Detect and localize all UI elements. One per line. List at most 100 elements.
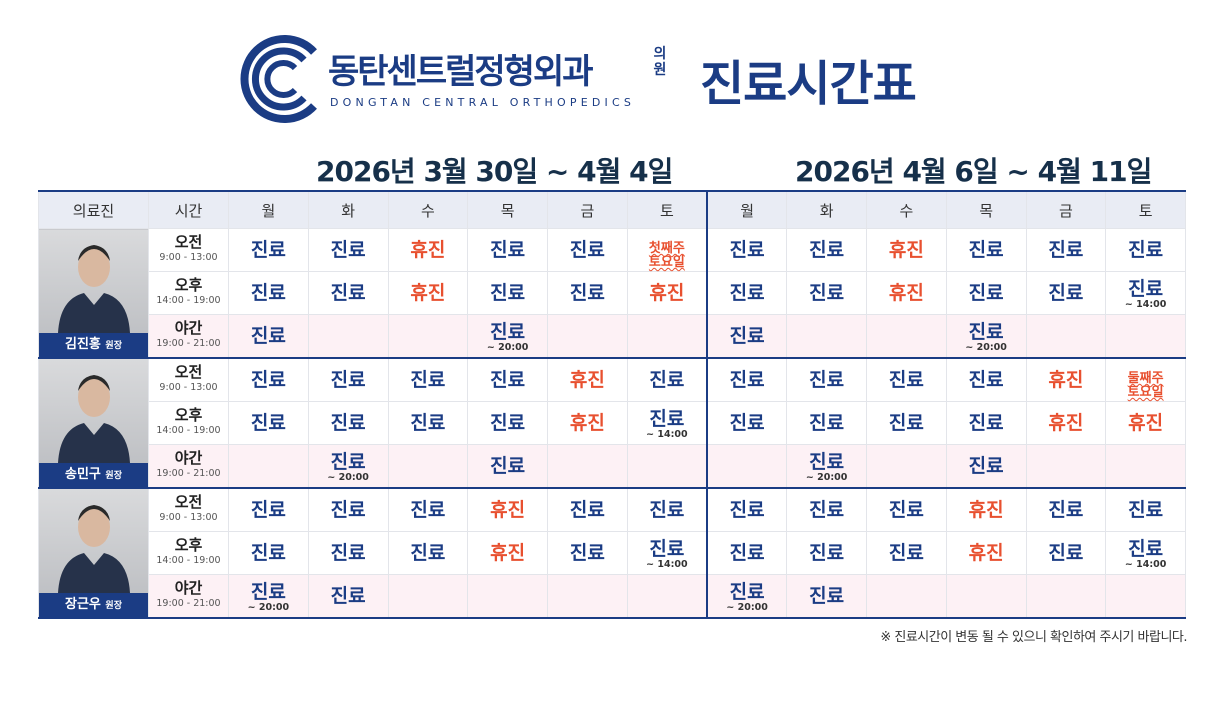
schedule-cell: 진료 bbox=[866, 357, 947, 402]
slot-label: 야간 bbox=[174, 319, 203, 337]
schedule-cell: 진료 bbox=[228, 357, 309, 402]
schedule-cell: 휴진 bbox=[1025, 401, 1107, 445]
status-text: 진료 bbox=[250, 499, 286, 521]
schedule-cell: 휴진 bbox=[547, 401, 628, 445]
logo bbox=[240, 35, 317, 123]
status-text: 진료 bbox=[729, 369, 765, 391]
slot-row: 장근우 원장 오전 9:00 - 13:00 진료 진료 진료 휴진 진료 진료 진료 진료 진료 휴진… bbox=[38, 487, 1186, 619]
day-header: 토 bbox=[1105, 190, 1186, 229]
week-label: 2026년 4월 6일 ~ 4월 11일 bbox=[795, 155, 1152, 188]
slot-time: 9:00 - 13:00 bbox=[159, 512, 218, 523]
column-header: 의료진 bbox=[38, 190, 149, 229]
schedule-cell: 진료 bbox=[307, 357, 389, 402]
status-text: 진료 bbox=[330, 585, 366, 607]
status-text: 진료 bbox=[250, 412, 286, 434]
schedule-cell: 진료 ~ 14:00 bbox=[626, 401, 708, 445]
schedule-cell bbox=[228, 444, 309, 489]
status-text: 진료 bbox=[330, 282, 366, 304]
schedule-cell: 휴진 bbox=[547, 357, 628, 402]
status-text: 진료 bbox=[1128, 277, 1164, 300]
slot-label: 오전 bbox=[174, 233, 203, 251]
slot-row: 김진홍 원장 오전 9:00 - 13:00 진료 진료 휴진 진료 진료 첫째주 토요일 진료 진… bbox=[38, 228, 1186, 359]
day-header: 토 bbox=[626, 190, 708, 229]
schedule-cell: 진료 bbox=[228, 271, 309, 315]
schedule-cell: 진료 bbox=[228, 531, 309, 575]
column-header: 시간 bbox=[148, 190, 229, 229]
doctor-photo bbox=[57, 505, 130, 593]
status-text: 휴진 bbox=[569, 369, 605, 391]
day-header: 수 bbox=[866, 190, 947, 229]
status-text: 진료 bbox=[330, 412, 366, 434]
status-text: 진료 bbox=[490, 412, 526, 434]
schedule-cell: 진료 ~ 14:00 bbox=[1105, 531, 1186, 575]
schedule-cell: 진료 bbox=[307, 531, 389, 575]
time-note: ~ 20:00 bbox=[726, 601, 768, 613]
week-label: 2026년 3월 30일 ~ 4월 4일 bbox=[316, 155, 673, 188]
schedule-cell: 진료 bbox=[866, 531, 947, 575]
slot-cell: 야간 19:00 - 21:00 bbox=[148, 444, 229, 489]
notice-text: 첫째주 토요일 bbox=[648, 241, 685, 270]
time-note: ~ 20:00 bbox=[486, 341, 529, 353]
status-text: 진료 bbox=[729, 580, 765, 603]
schedule-cell bbox=[307, 314, 389, 359]
schedule-cell: 진료 bbox=[706, 271, 788, 315]
schedule-cell: 진료 bbox=[387, 487, 469, 532]
status-text: 진료 bbox=[729, 239, 765, 261]
status-text: 휴진 bbox=[1128, 412, 1164, 434]
status-text: 진료 bbox=[1048, 282, 1084, 304]
slot-time: 9:00 - 13:00 bbox=[159, 252, 218, 263]
schedule-cell bbox=[866, 574, 947, 619]
schedule-cell bbox=[786, 314, 867, 359]
day-header: 목 bbox=[945, 190, 1027, 229]
status-text: 휴진 bbox=[968, 542, 1004, 564]
status-text: 진료 bbox=[250, 325, 286, 347]
schedule-cell: 진료 bbox=[228, 487, 309, 532]
status-text: 진료 bbox=[330, 499, 366, 521]
time-note: ~ 14:00 bbox=[646, 428, 688, 440]
status-text: 진료 bbox=[649, 499, 685, 521]
status-text: 진료 bbox=[490, 320, 526, 343]
status-text: 진료 bbox=[569, 499, 605, 521]
slot-label: 오후 bbox=[174, 276, 203, 294]
status-text: 진료 bbox=[490, 455, 526, 477]
slot-label: 오전 bbox=[174, 363, 203, 381]
schedule-cell: 진료 bbox=[1105, 487, 1186, 532]
slot-row: 오후 14:00 - 19:00 진료 진료 휴진 진료 진료 휴진 진료 진료 휴진 진료 진료 진료 ~… bbox=[39, 271, 1186, 315]
slot-time: 19:00 - 21:00 bbox=[156, 598, 221, 609]
schedule-cell bbox=[547, 574, 628, 619]
schedule-cell: 첫째주 토요일 bbox=[626, 228, 708, 272]
schedule-cell: 진료 bbox=[706, 401, 788, 445]
status-text: 진료 bbox=[410, 369, 446, 391]
schedule-cell: 진료 bbox=[547, 228, 628, 272]
schedule-cell: 진료 bbox=[387, 531, 469, 575]
slot-cell: 오전 9:00 - 13:00 bbox=[148, 357, 229, 402]
status-text: 진료 bbox=[250, 542, 286, 564]
schedule-cell: 진료 bbox=[1025, 531, 1107, 575]
day-header: 금 bbox=[1025, 190, 1107, 229]
schedule-cell bbox=[866, 314, 947, 359]
schedule-cell: 진료 bbox=[467, 357, 548, 402]
schedule-cell: 진료 bbox=[945, 444, 1027, 489]
schedule-cell: 진료 bbox=[467, 401, 548, 445]
doctor-name: 장근우 원장 bbox=[39, 593, 148, 617]
slot-row: 야간 19:00 - 21:00 진료 진료 ~ 20:00 진료 진료 ~ 20:00 bbox=[39, 314, 1186, 359]
status-text: 진료 bbox=[809, 239, 845, 261]
schedule-cell: 휴진 bbox=[945, 487, 1027, 532]
status-text: 진료 bbox=[490, 369, 526, 391]
status-text: 진료 bbox=[968, 455, 1004, 477]
schedule-cell bbox=[866, 444, 947, 489]
schedule-cell: 진료 bbox=[945, 401, 1027, 445]
status-text: 진료 bbox=[888, 499, 924, 521]
schedule-cell: 진료 bbox=[547, 271, 628, 315]
slot-cell: 오후 14:00 - 19:00 bbox=[148, 531, 229, 575]
day-header: 월 bbox=[228, 190, 309, 229]
status-text: 진료 bbox=[1048, 239, 1084, 261]
status-text: 진료 bbox=[410, 499, 446, 521]
doctor-name-text: 장근우 bbox=[65, 597, 101, 612]
schedule-cell bbox=[626, 314, 708, 359]
schedule-cell: 진료 bbox=[547, 487, 628, 532]
status-text: 휴진 bbox=[1048, 369, 1084, 391]
status-text: 진료 bbox=[809, 282, 845, 304]
schedule-cell bbox=[547, 314, 628, 359]
